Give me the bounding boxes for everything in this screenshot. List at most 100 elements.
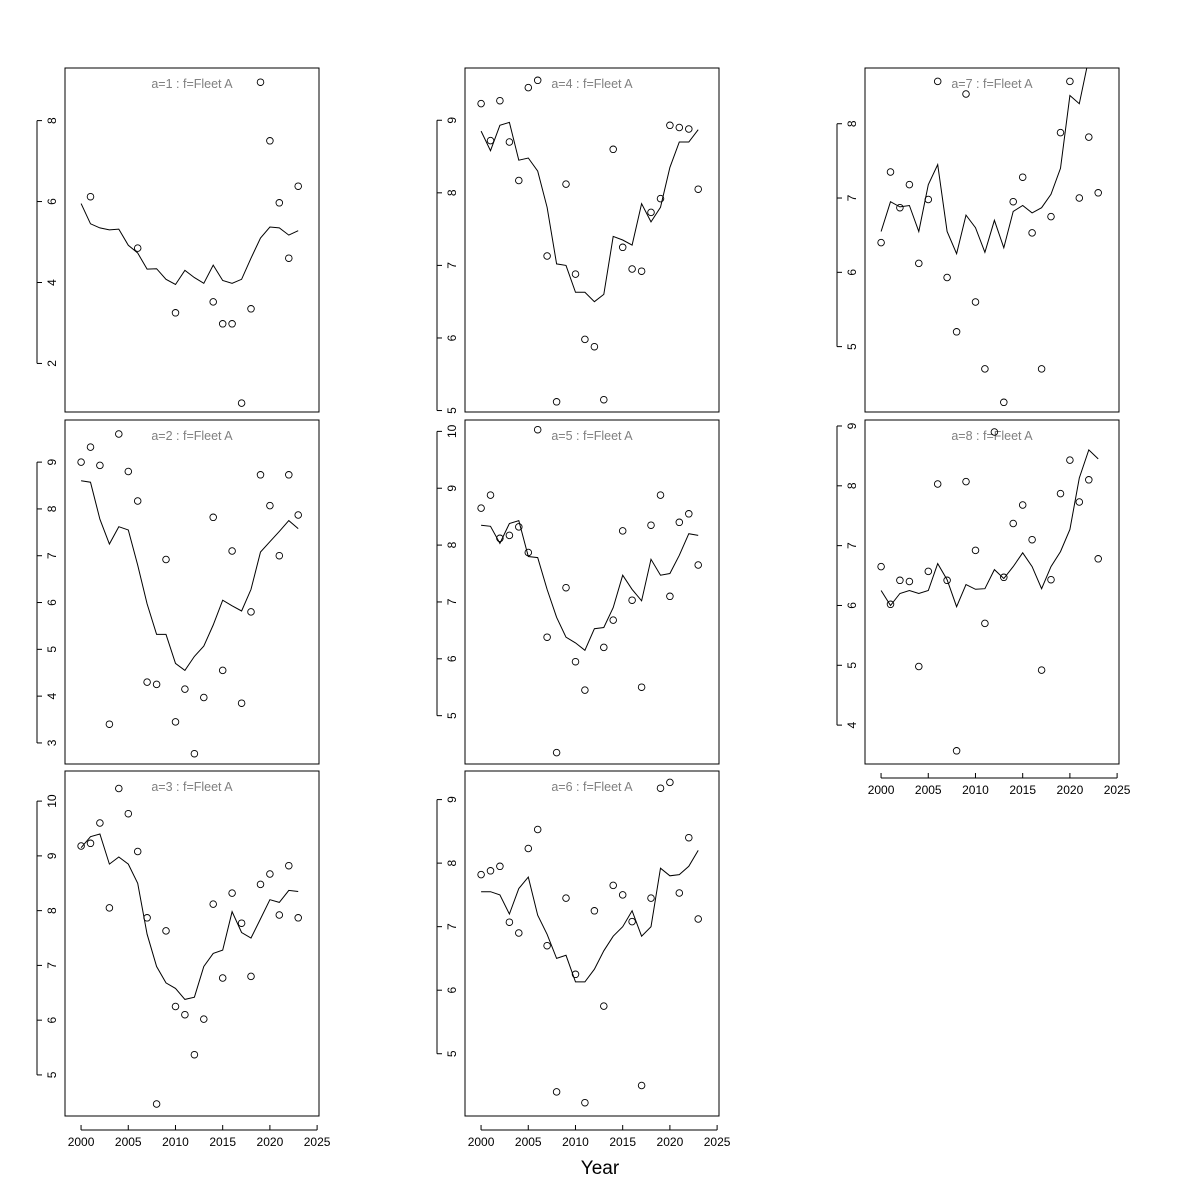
- observed-point: [275, 199, 284, 207]
- observed-point: [637, 1081, 646, 1090]
- y-tick-label: 6: [845, 269, 859, 276]
- y-tick-label: 8: [45, 907, 59, 914]
- observed-point: [190, 749, 199, 758]
- y-tick-label: 7: [45, 552, 59, 559]
- y-tick-label: 4: [845, 721, 859, 728]
- observed-point: [609, 881, 617, 890]
- observed-point: [675, 889, 684, 897]
- panel-title: a=1 : f=Fleet A: [151, 77, 233, 91]
- panel-frame: [64, 67, 320, 413]
- x-tick-label: 2020: [1057, 783, 1084, 797]
- observed-point: [124, 467, 133, 476]
- observed-point: [694, 561, 702, 569]
- fitted-line: [481, 519, 699, 652]
- observed-point: [152, 1100, 161, 1108]
- observed-point: [133, 847, 142, 856]
- observed-point: [152, 680, 161, 689]
- observed-point: [877, 238, 885, 247]
- observed-point: [1094, 555, 1102, 563]
- x-tick-label: 2000: [868, 783, 895, 797]
- observed-point: [571, 657, 580, 666]
- observed-point: [637, 683, 646, 691]
- observed-point: [952, 328, 961, 336]
- fitted-line: [80, 833, 299, 1000]
- x-axis-label: Year: [580, 1158, 620, 1179]
- observed-point: [515, 523, 523, 531]
- y-tick-label: 7: [45, 962, 59, 969]
- y-tick-label: 7: [445, 923, 459, 930]
- observed-point: [505, 918, 514, 926]
- panel-title: a=7 : f=Fleet A: [951, 77, 1033, 91]
- observed-point: [1056, 128, 1065, 137]
- observed-point: [543, 252, 551, 260]
- observed-point: [228, 889, 236, 897]
- observed-point: [1009, 519, 1017, 528]
- observed-point: [294, 511, 302, 519]
- fitted-line: [480, 121, 699, 303]
- observed-point: [1047, 575, 1055, 584]
- observed-point: [162, 927, 170, 935]
- observed-point: [618, 527, 627, 535]
- x-tick-label: 2015: [209, 1135, 236, 1149]
- observed-point: [96, 819, 104, 827]
- panel-title: a=5 : f=Fleet A: [551, 429, 633, 443]
- observed-point: [533, 825, 542, 834]
- y-tick-label: 6: [445, 655, 459, 662]
- y-tick-label: 8: [45, 505, 59, 512]
- y-tick-label: 8: [845, 482, 859, 489]
- observed-point: [609, 616, 617, 624]
- observed-point: [943, 576, 951, 585]
- observed-point: [228, 547, 236, 555]
- observed-point: [285, 861, 293, 870]
- observed-point: [256, 880, 265, 889]
- observed-point: [600, 643, 608, 652]
- observed-point: [609, 145, 617, 154]
- observed-point: [675, 518, 684, 527]
- y-tick-label: 6: [45, 1017, 59, 1024]
- observed-point: [486, 136, 495, 145]
- observed-point: [496, 862, 504, 871]
- observed-point: [218, 666, 227, 675]
- observed-point: [209, 900, 217, 908]
- x-tick-label: 2005: [515, 1135, 542, 1149]
- observed-point: [86, 839, 95, 848]
- observed-point: [915, 259, 923, 268]
- observed-point: [171, 718, 180, 726]
- observed-point: [600, 1002, 608, 1010]
- observed-point: [1018, 501, 1027, 509]
- observed-point: [96, 461, 104, 470]
- observed-point: [162, 555, 170, 564]
- observed-point: [990, 428, 999, 436]
- observed-point: [562, 894, 570, 902]
- observed-point: [218, 974, 227, 982]
- observed-point: [524, 548, 533, 557]
- panel-4: a=4 : f=Fleet A 5 6 7 8 9: [436, 67, 720, 414]
- observed-point: [533, 76, 542, 85]
- observed-point: [905, 577, 914, 586]
- observed-point: [666, 778, 674, 787]
- panel-6: a=6 : f=Fleet A 5 6 7 8 9 2000 2005 2010 2015 2020…: [436, 770, 731, 1149]
- observed-point: [924, 195, 933, 204]
- observed-point: [105, 720, 114, 728]
- observed-point: [200, 1015, 208, 1023]
- observed-point: [86, 192, 95, 201]
- y-tick-label: 9: [45, 852, 59, 859]
- y-tick-label: 5: [845, 343, 859, 350]
- observed-point: [209, 298, 217, 306]
- panel-title: a=4 : f=Fleet A: [551, 77, 633, 91]
- observed-point: [543, 633, 551, 641]
- x-tick-label: 2005: [915, 783, 942, 797]
- y-tick-label: 3: [45, 739, 59, 746]
- observed-point: [552, 748, 561, 757]
- y-tick-label: 6: [845, 602, 859, 609]
- fitted-line: [880, 448, 1099, 609]
- observed-point: [1037, 365, 1046, 373]
- observed-point: [981, 619, 989, 628]
- observed-point: [896, 203, 904, 212]
- y-tick-label: 2: [45, 360, 59, 367]
- observed-point: [656, 784, 665, 792]
- y-tick-label: 9: [445, 485, 459, 492]
- observed-point: [886, 168, 895, 176]
- observed-point: [896, 576, 904, 585]
- observed-point: [933, 77, 942, 86]
